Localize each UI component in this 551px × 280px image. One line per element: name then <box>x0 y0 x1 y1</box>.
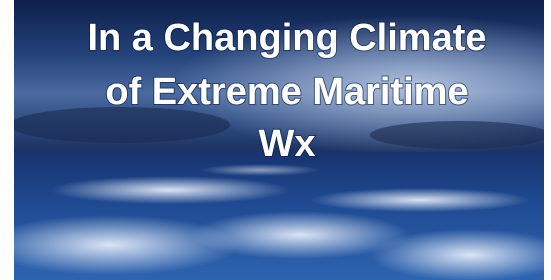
left-margin <box>0 0 14 280</box>
title-line: of Extreme Maritime <box>105 71 468 113</box>
page: In a Changing Climate of Extreme Maritim… <box>0 0 551 280</box>
slide: In a Changing Climate of Extreme Maritim… <box>0 0 551 280</box>
title-line: In a Changing Climate <box>87 17 486 59</box>
title-line: Wx <box>259 123 316 165</box>
right-margin <box>544 0 551 280</box>
